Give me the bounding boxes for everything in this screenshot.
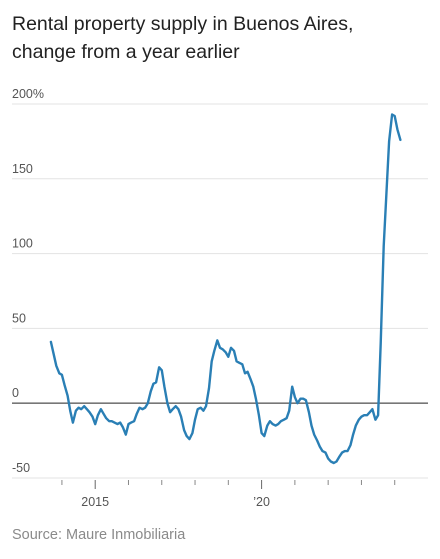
- chart-subtitle: change from a year earlier: [12, 41, 240, 63]
- x-tick-label: 2015: [81, 495, 109, 509]
- y-tick-label: 150: [12, 162, 33, 176]
- chart-title-line1: Rental property supply in Buenos Aires,: [12, 13, 354, 35]
- y-tick-label: 100: [12, 237, 33, 251]
- y-tick-label: 200%: [12, 87, 44, 101]
- x-tick-label: ’20: [253, 495, 270, 509]
- series-line: [49, 113, 402, 465]
- source-note: Source: Maure Inmobiliaria: [12, 527, 186, 543]
- y-tick-label: 50: [12, 311, 26, 325]
- chart-title: Rental property supply in Buenos Aires, …: [12, 10, 432, 66]
- y-tick-label: -50: [12, 461, 30, 475]
- grid-layer: [12, 103, 428, 479]
- y-tick-label: 0: [12, 386, 19, 400]
- line-chart: 200% 150 100 50 0 -50 2015 ’20: [12, 87, 428, 509]
- series-layer: [49, 113, 402, 465]
- axis-layer: 200% 150 100 50 0 -50 2015 ’20: [12, 87, 396, 509]
